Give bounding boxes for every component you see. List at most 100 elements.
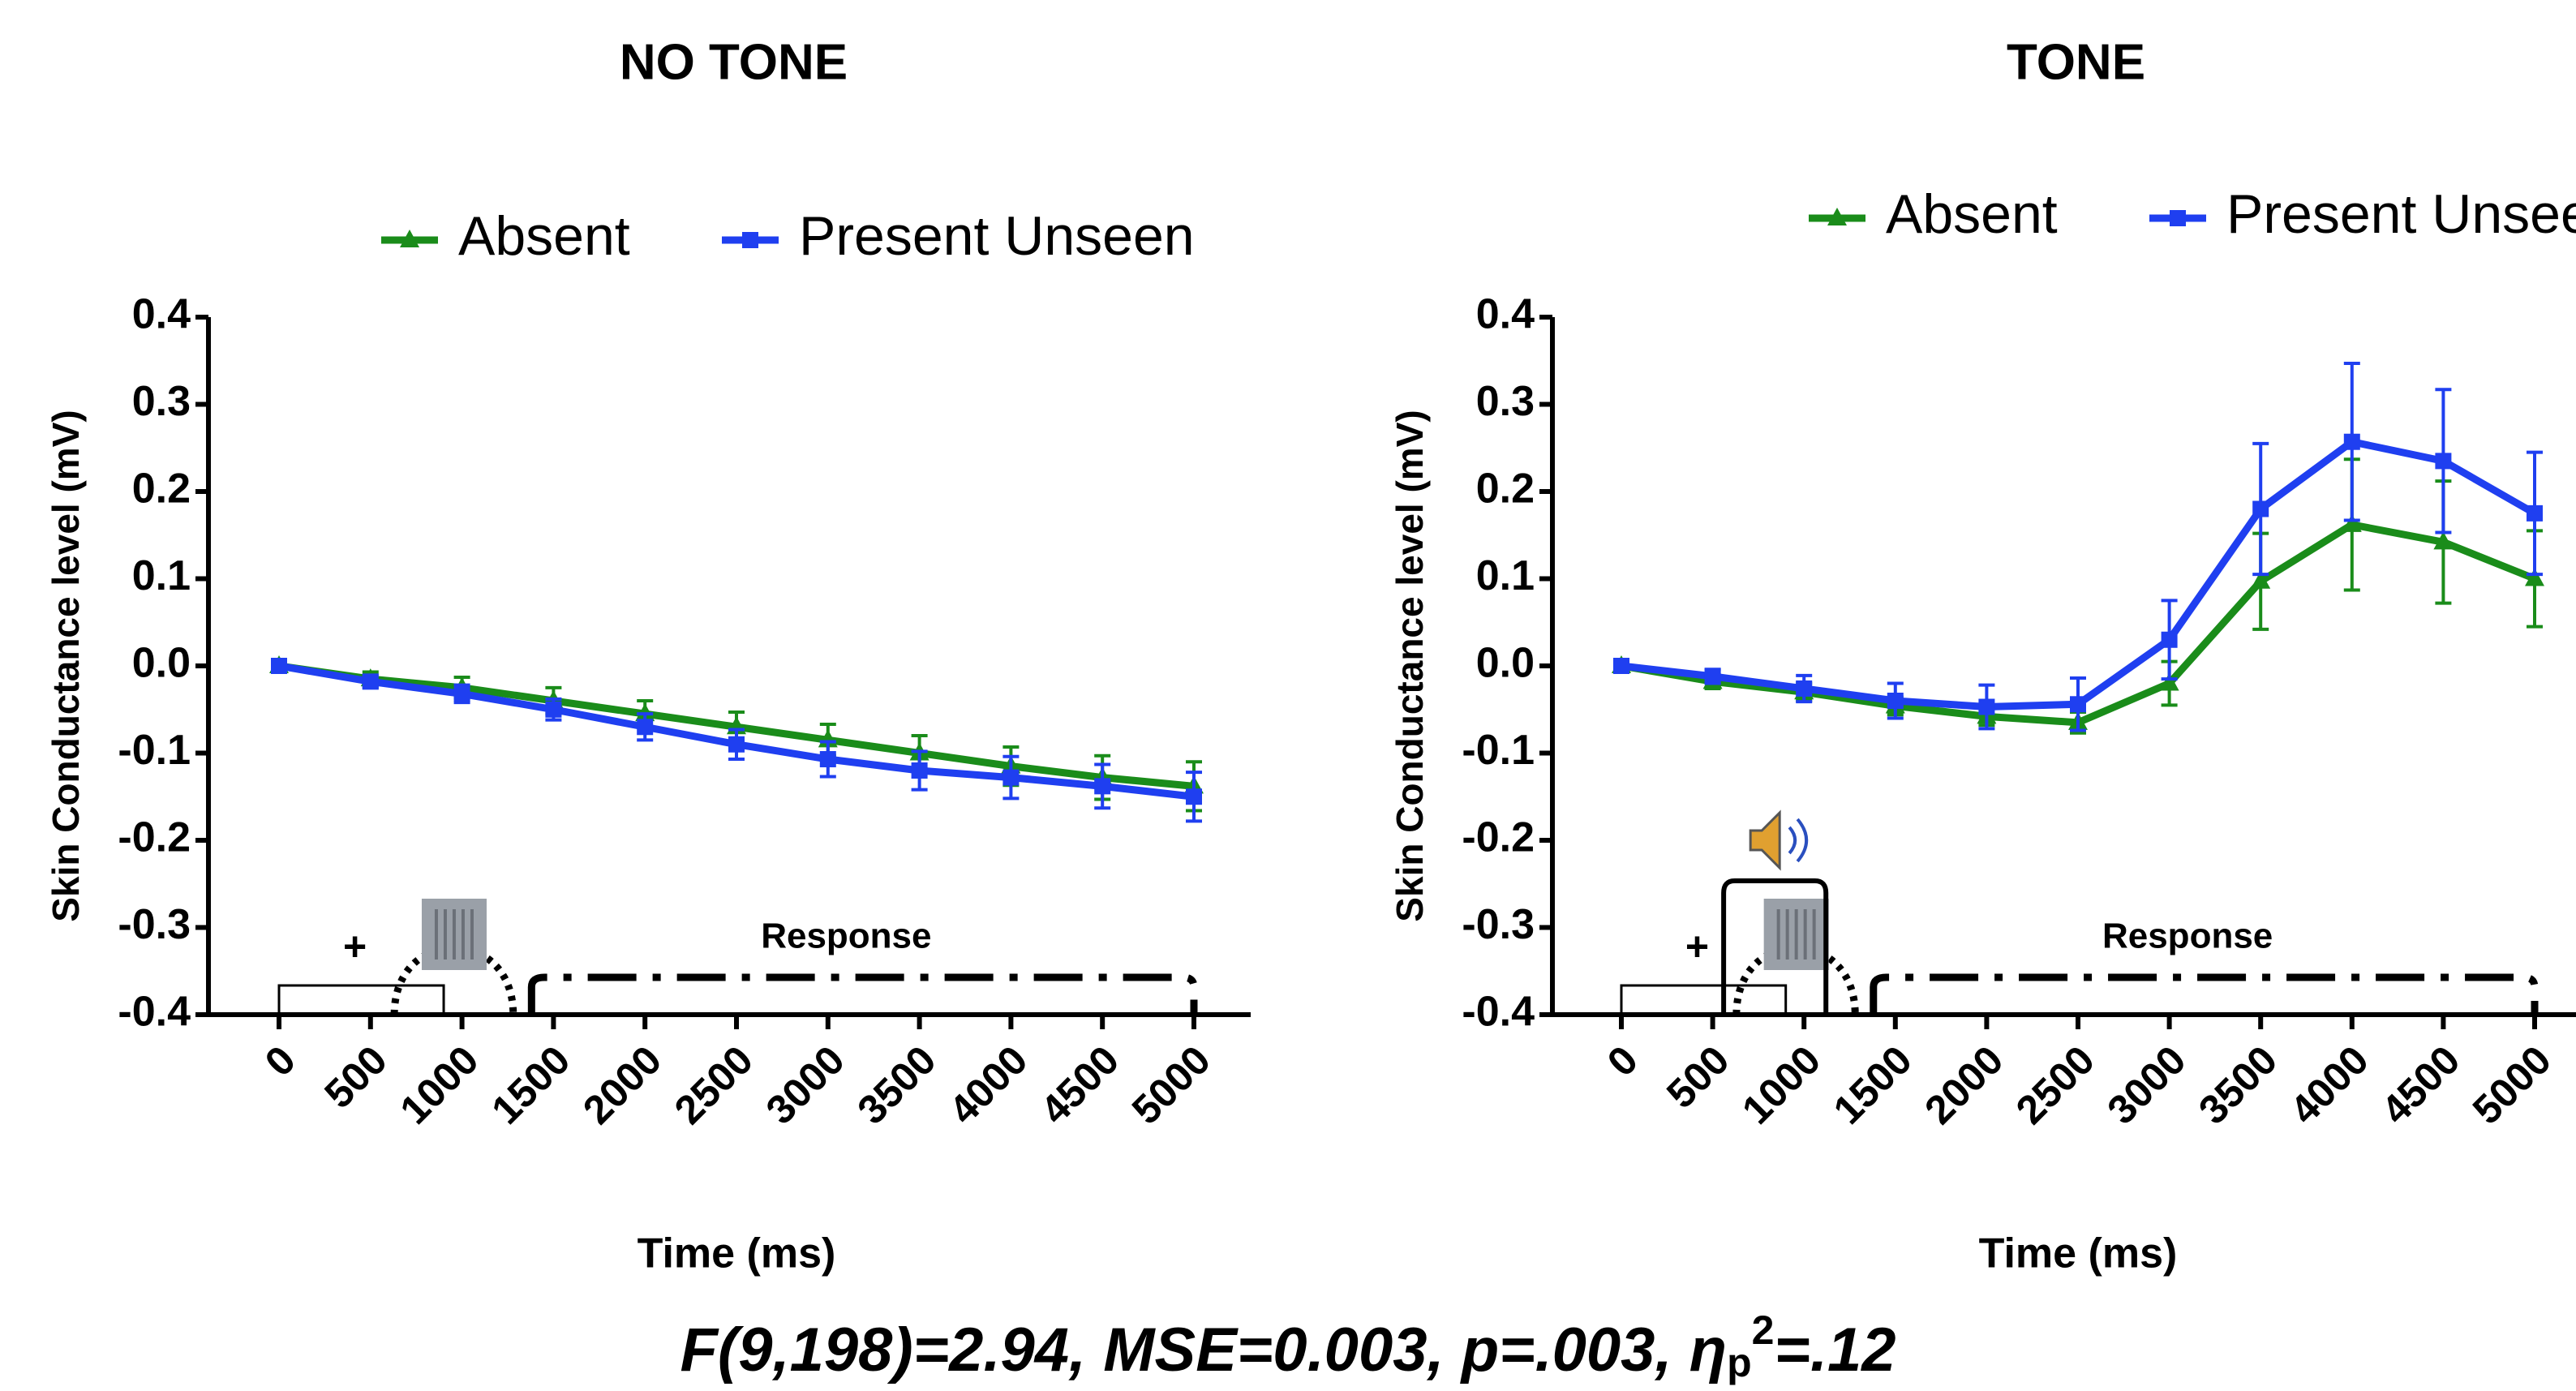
y-tick-label: -0.1 <box>118 727 191 774</box>
x-tick-label: 2500 <box>666 1037 762 1133</box>
y-tick-label: -0.4 <box>118 989 191 1036</box>
data-point <box>2070 696 2086 713</box>
legend-marker <box>742 232 758 248</box>
stats-tail: =.12 <box>1774 1316 1896 1385</box>
y-tick-label: -0.4 <box>1462 989 1535 1036</box>
data-point <box>1002 769 1020 786</box>
data-point <box>271 658 287 674</box>
data-point <box>2161 631 2178 648</box>
y-tick-label: 0.1 <box>1476 552 1535 599</box>
fixation-cross: + <box>343 924 367 969</box>
trial-diagram <box>1620 809 2539 1016</box>
panel-title: TONE <box>2007 34 2145 90</box>
data-point <box>728 736 745 753</box>
data-point <box>362 673 379 690</box>
x-axis-label: Time (ms) <box>1979 1230 2178 1277</box>
fixation-box <box>1620 984 1788 1016</box>
stats-text: F(9,198)=2.94, MSE=0.003, p=.003, ηp2=.1… <box>680 1307 1896 1385</box>
data-point <box>911 762 928 779</box>
stats-sup: 2 <box>1752 1307 1775 1353</box>
y-tick-label: 0.3 <box>132 378 191 425</box>
data-point <box>1796 680 1813 697</box>
x-tick-label: 3500 <box>2190 1037 2286 1133</box>
legend-marker <box>2170 210 2186 226</box>
data-point <box>2435 453 2452 470</box>
x-tick-label: 5000 <box>1123 1037 1219 1133</box>
y-tick-label: 0.4 <box>132 291 191 338</box>
stats-sub: p <box>1727 1340 1752 1385</box>
x-tick-label: 4000 <box>940 1037 1036 1133</box>
series-line <box>1621 437 2537 711</box>
x-tick-label: 4000 <box>2282 1037 2377 1133</box>
y-axis-label: Skin Conductance level (mV) <box>1389 410 1431 921</box>
data-point <box>2342 513 2362 532</box>
trial-diagram <box>277 899 1198 1016</box>
x-axis-label: Time (ms) <box>638 1230 836 1277</box>
x-tick-label: 2000 <box>1916 1037 2011 1133</box>
y-tick-label: -0.1 <box>1462 727 1535 774</box>
data-point <box>2433 531 2454 550</box>
y-tick-label: 0.0 <box>132 640 191 687</box>
legend-label: Absent <box>458 205 630 267</box>
response-label: Response <box>2102 917 2273 956</box>
data-point <box>453 685 470 702</box>
response-window <box>1870 973 2539 1015</box>
y-tick-label: 0.4 <box>1476 291 1535 338</box>
x-tick-label: 3000 <box>758 1037 853 1133</box>
x-tick-label: 1000 <box>1733 1037 1829 1133</box>
data-point <box>2159 672 2179 691</box>
y-tick-label: -0.2 <box>118 814 191 861</box>
x-tick-label: 4500 <box>1032 1037 1127 1133</box>
x-tick-label: 1500 <box>483 1037 578 1133</box>
data-point <box>1704 668 1721 685</box>
data-point <box>2525 568 2544 586</box>
legend-marker <box>1827 208 1847 225</box>
y-tick-label: -0.3 <box>1462 901 1535 948</box>
y-tick-label: -0.2 <box>1462 814 1535 861</box>
y-tick-label: 0.3 <box>1476 378 1535 425</box>
y-tick-label: 0.0 <box>1476 640 1535 687</box>
x-tick-label: 500 <box>316 1037 396 1118</box>
speaker-icon <box>1749 809 1781 871</box>
legend-label: Present Unseen <box>799 205 1195 267</box>
speaker-waves <box>1788 818 1809 863</box>
data-point <box>2343 433 2360 450</box>
legend-label: Absent <box>1886 183 2058 245</box>
legend-label: Present Unseen <box>2226 183 2576 245</box>
data-point <box>1978 698 1995 715</box>
fixation-box <box>277 984 445 1016</box>
x-tick-label: 1500 <box>1825 1037 1921 1133</box>
x-tick-label: 2000 <box>574 1037 670 1133</box>
x-tick-label: 5000 <box>2464 1037 2560 1133</box>
legend-marker <box>400 230 419 247</box>
x-tick-label: 3500 <box>848 1037 944 1133</box>
x-tick-label: 4500 <box>2372 1037 2468 1133</box>
response-window <box>527 973 1198 1015</box>
data-point <box>1186 788 1202 805</box>
x-tick-label: 500 <box>1658 1037 1738 1118</box>
data-point <box>1613 658 1629 674</box>
data-point <box>2251 570 2271 589</box>
response-label: Response <box>761 917 931 956</box>
y-tick-label: 0.1 <box>132 552 191 599</box>
fixation-cross: + <box>1685 924 1709 969</box>
x-tick-label: 0 <box>1599 1037 1646 1085</box>
x-tick-label: 2500 <box>2007 1037 2103 1133</box>
data-point <box>819 751 836 768</box>
x-tick-label: 3000 <box>2098 1037 2194 1133</box>
data-point <box>637 719 654 736</box>
y-tick-label: 0.2 <box>1476 466 1535 513</box>
tone-window <box>1721 878 1829 1015</box>
panel-title: NO TONE <box>620 34 848 90</box>
y-axis-label: Skin Conductance level (mV) <box>45 410 87 921</box>
data-point <box>1887 693 1904 709</box>
data-point <box>545 701 562 718</box>
y-tick-label: -0.3 <box>118 901 191 948</box>
x-tick-label: 1000 <box>391 1037 487 1133</box>
x-tick-label: 0 <box>256 1037 304 1085</box>
stats-main: F(9,198)=2.94, MSE=0.003, p=.003, η <box>680 1316 1727 1385</box>
data-point <box>2527 504 2543 522</box>
data-point <box>1094 778 1111 795</box>
y-tick-label: 0.2 <box>132 466 191 513</box>
